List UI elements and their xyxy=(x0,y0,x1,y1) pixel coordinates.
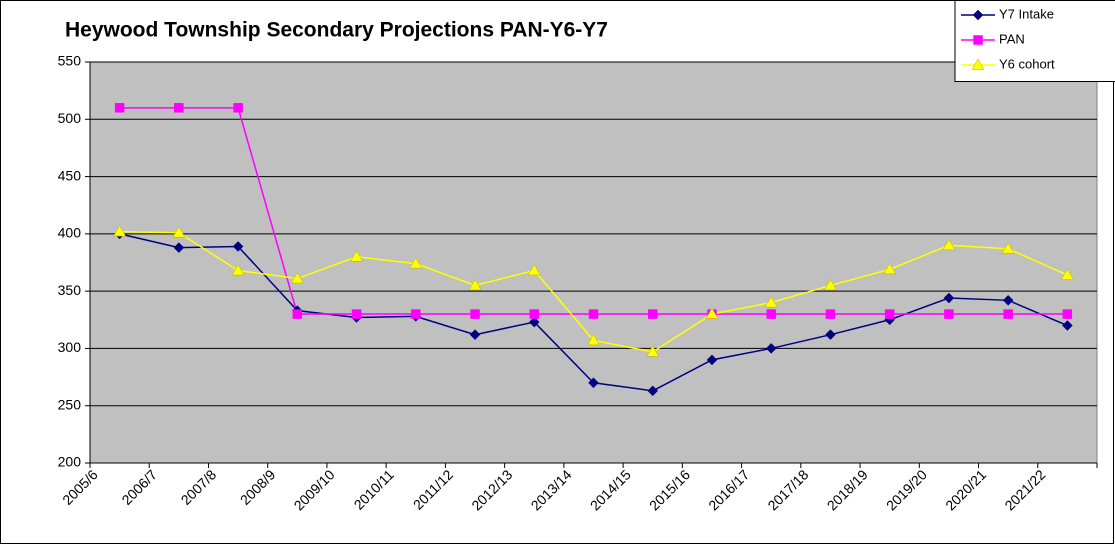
data-point xyxy=(470,309,480,319)
data-point xyxy=(766,309,776,319)
data-point xyxy=(1001,242,1015,254)
data-point xyxy=(233,103,243,113)
data-point xyxy=(351,309,362,319)
data-point xyxy=(173,242,185,253)
data-point xyxy=(1003,309,1013,319)
data-point xyxy=(825,309,836,319)
data-point xyxy=(825,329,836,341)
plot-area xyxy=(89,61,1098,464)
data-point xyxy=(529,309,540,319)
data-point xyxy=(468,278,482,291)
y-tick-label: 200 xyxy=(58,454,82,470)
y-tick-label: 400 xyxy=(58,225,82,241)
data-point xyxy=(527,264,541,276)
legend-text: Y7 Intake xyxy=(999,6,1054,21)
data-point xyxy=(113,225,127,237)
data-point xyxy=(883,262,897,275)
data-point xyxy=(943,292,955,304)
y-tick-label: 500 xyxy=(58,110,82,126)
data-point xyxy=(1002,294,1014,306)
legend-marker xyxy=(973,35,983,45)
data-point xyxy=(646,345,660,357)
legend-text: PAN xyxy=(999,31,1025,46)
data-point xyxy=(350,250,363,262)
data-point xyxy=(528,316,540,328)
data-point xyxy=(706,354,718,366)
data-point xyxy=(231,264,245,276)
data-point xyxy=(588,377,599,389)
data-point xyxy=(232,241,244,252)
data-point xyxy=(1060,268,1074,280)
data-point xyxy=(469,329,481,341)
data-point xyxy=(824,278,837,291)
data-point xyxy=(942,238,956,251)
legend-marker xyxy=(972,9,984,21)
data-point xyxy=(764,296,778,308)
data-point xyxy=(588,309,599,319)
chart-title: Heywood Township Secondary Projections P… xyxy=(65,19,608,42)
data-point xyxy=(411,309,421,319)
y-tick-label: 250 xyxy=(58,396,82,412)
legend-text: Y6 cohort xyxy=(999,56,1055,71)
data-point xyxy=(647,309,658,319)
data-point xyxy=(765,343,777,354)
data-point xyxy=(172,226,186,238)
data-point xyxy=(705,307,719,319)
data-point xyxy=(884,309,895,319)
data-point xyxy=(114,103,125,113)
data-point xyxy=(292,309,303,319)
legend-marker xyxy=(971,58,985,70)
data-point xyxy=(1062,320,1073,331)
y-tick-label: 550 xyxy=(58,53,82,69)
data-point xyxy=(587,333,600,346)
data-point xyxy=(290,272,304,284)
data-point xyxy=(409,257,423,269)
data-point xyxy=(944,309,954,319)
y-tick-label: 450 xyxy=(58,167,82,183)
y-tick-label: 300 xyxy=(58,339,82,355)
y-tick-label: 350 xyxy=(58,282,82,298)
data-point xyxy=(1062,309,1073,319)
data-point xyxy=(647,385,659,397)
data-point xyxy=(174,103,184,113)
